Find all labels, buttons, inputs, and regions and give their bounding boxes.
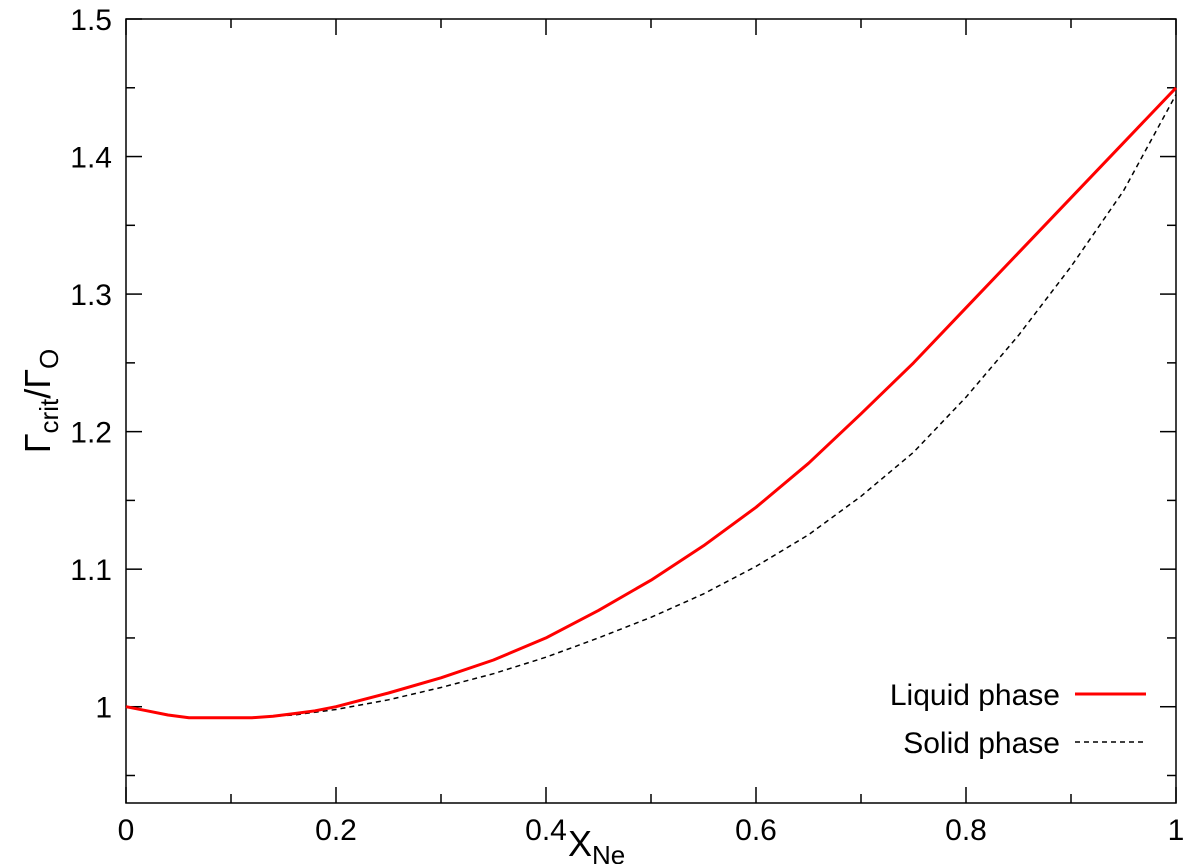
x-tick-label: 0.8 — [945, 814, 987, 847]
y-tick-label: 1 — [95, 692, 112, 725]
x-axis-label: XNe — [568, 823, 625, 864]
series-line-liquid-phase — [125, 86, 1178, 720]
x-tick-label: 0 — [118, 814, 135, 847]
legend-label-liquid-phase: Liquid phase — [890, 679, 1060, 712]
x-tick-label: 0.6 — [735, 814, 777, 847]
x-tick-label: 1 — [1168, 814, 1185, 847]
x-axis-ticks: 0 0.2 0.4 0.6 0.8 1 — [118, 19, 1185, 847]
y-tick-label: 1.1 — [70, 554, 112, 587]
legend: Liquid phase Solid phase — [890, 679, 1146, 760]
y-tick-label: 1.3 — [70, 279, 112, 312]
y-tick-label: 1.5 — [70, 4, 112, 37]
y-tick-label: 1.2 — [70, 417, 112, 450]
y-axis-label: Γcrit/ΓO — [17, 349, 64, 454]
x-axis-label-subscript: Ne — [592, 840, 625, 864]
y-axis-ticks: 1 1.1 1.2 1.3 1.4 1.5 — [70, 4, 1176, 777]
x-tick-label: 0.2 — [315, 814, 357, 847]
series-line-solid-phase — [125, 94, 1177, 719]
series-layer — [125, 86, 1178, 720]
y-tick-label: 1.4 — [70, 142, 112, 175]
legend-label-solid-phase: Solid phase — [903, 727, 1060, 760]
x-tick-label: 0.4 — [525, 814, 567, 847]
